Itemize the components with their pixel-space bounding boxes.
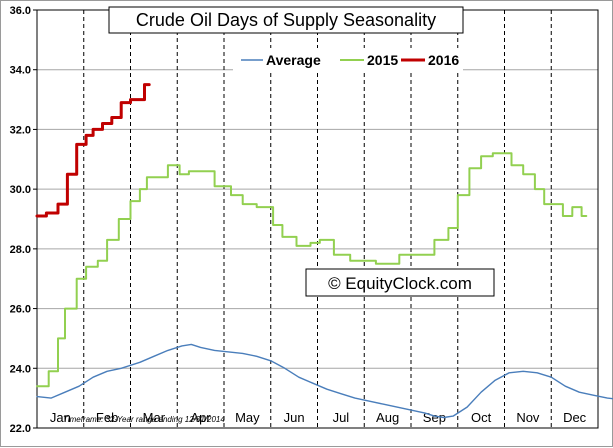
x-tick-label: Aug: [376, 410, 399, 425]
gridlines: [37, 9, 598, 429]
y-tick-label: 22.0: [10, 423, 31, 435]
y-axis-ticks: 22.0 24.0 26.0 28.0 30.0 32.0 34.0 36.0: [10, 5, 37, 435]
x-tick-label: Nov: [516, 410, 540, 425]
legend-label-2016: 2016: [428, 52, 459, 68]
watermark-text: © EquityClock.com: [328, 274, 472, 293]
watermark-box: © EquityClock.com: [305, 268, 495, 297]
chart-title-box: Crude Oil Days of Supply Seasonality: [108, 6, 464, 34]
series-line-average: [36, 343, 613, 419]
x-tick-label: Jun: [284, 410, 305, 425]
series-line-2015: [36, 152, 588, 388]
y-tick-label: 34.0: [10, 65, 31, 77]
legend-label-2015: 2015: [367, 52, 398, 68]
y-tick-label: 26.0: [10, 304, 31, 316]
x-tick-label: Mar: [143, 410, 166, 425]
timeframe-footnote: Timeframe: 32-Year range ending 12/31/20…: [63, 415, 225, 424]
x-tick-label: May: [235, 410, 260, 425]
y-tick-label: 30.0: [10, 184, 31, 196]
series-lines: [35, 83, 613, 419]
chart-title: Crude Oil Days of Supply Seasonality: [136, 10, 436, 30]
y-tick-label: 36.0: [10, 5, 31, 17]
x-tick-label: Dec: [563, 410, 587, 425]
x-axis-ticks: Jan Feb Mar Apr May Jun Jul Aug Sep Oct Nov Dec: [50, 410, 587, 425]
x-tick-label: Apr: [191, 410, 212, 425]
y-tick-label: 28.0: [10, 244, 31, 256]
legend: Average 2015 2016: [233, 48, 463, 72]
y-tick-label: 32.0: [10, 124, 31, 136]
x-tick-label: Oct: [471, 410, 492, 425]
legend-label-average: Average: [266, 52, 321, 68]
x-tick-label: Jan: [50, 410, 71, 425]
y-tick-label: 24.0: [10, 363, 31, 375]
x-tick-label: Jul: [333, 410, 350, 425]
series-line-2016: [35, 83, 151, 218]
x-tick-label: Feb: [96, 410, 118, 425]
